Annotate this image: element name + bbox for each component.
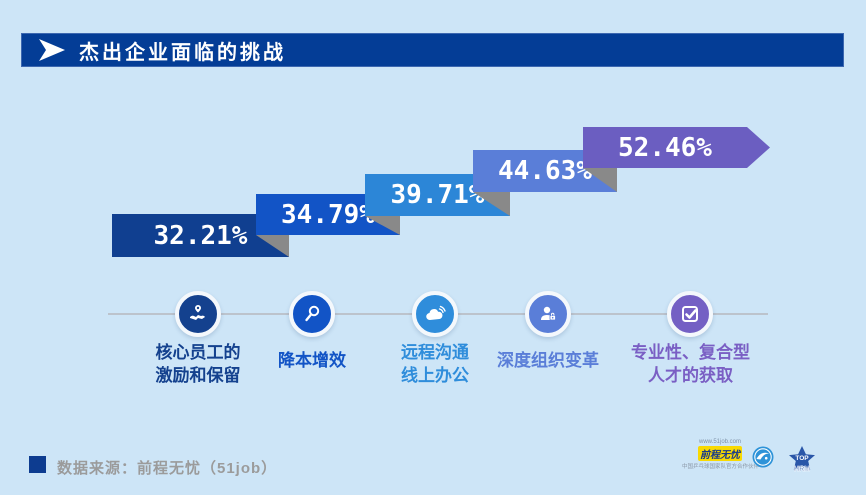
logo-51job-tagline: 中国乒乓球国家队官方合作伙伴 xyxy=(682,464,760,470)
step-bar-3: 39.71% xyxy=(365,174,510,216)
map-pin-icon xyxy=(190,305,205,320)
value-label-2: 34.79% xyxy=(281,199,375,230)
category-label-2: 降本增效 xyxy=(278,351,346,370)
source-bullet-square xyxy=(29,456,46,473)
category-icon-4 xyxy=(525,291,571,337)
person-lock-icon xyxy=(541,306,556,321)
category-icon-1 xyxy=(175,291,221,337)
category-icon-2 xyxy=(289,291,335,337)
logo-tophrm-top-text: TOP xyxy=(795,455,809,462)
category-icon-5 xyxy=(667,291,713,337)
value-label-3: 39.71% xyxy=(390,180,485,210)
checkbox-check-icon xyxy=(682,306,698,322)
logo-tophrm-icon: TOP HRM xyxy=(789,446,815,473)
data-source-text: 数据来源：前程无忧（51job） xyxy=(57,460,278,477)
logo-tophrm-bottom-text: HRM xyxy=(794,466,810,473)
category-label-3: 远程沟通 线上办公 xyxy=(401,343,469,385)
logo-51job: www.51job.com 前程无忧 中国乒乓球国家队官方合作伙伴 xyxy=(682,439,760,470)
magnifier-icon xyxy=(305,305,320,322)
category-label-1: 核心员工的 激励和保留 xyxy=(155,343,241,385)
logo-51job-url: www.51job.com xyxy=(698,439,742,445)
cloud-wifi-icon xyxy=(426,305,446,321)
logo-badge-icon xyxy=(752,446,774,468)
value-label-5: 52.46% xyxy=(618,132,712,163)
chevron-right-icon xyxy=(39,39,65,61)
category-icon-3 xyxy=(412,291,458,337)
category-label-5: 专业性、复合型 人才的获取 xyxy=(631,343,750,385)
value-label-4: 44.63% xyxy=(498,156,592,186)
category-label-4: 深度组织变革 xyxy=(497,351,599,370)
title-bar: 杰出企业面临的挑战 xyxy=(21,33,844,67)
logo-51job-brand: 前程无忧 xyxy=(698,446,742,461)
step-bar-5: 52.46% xyxy=(583,127,770,168)
page-title: 杰出企业面临的挑战 xyxy=(79,41,286,64)
value-label-1: 32.21% xyxy=(153,220,248,251)
